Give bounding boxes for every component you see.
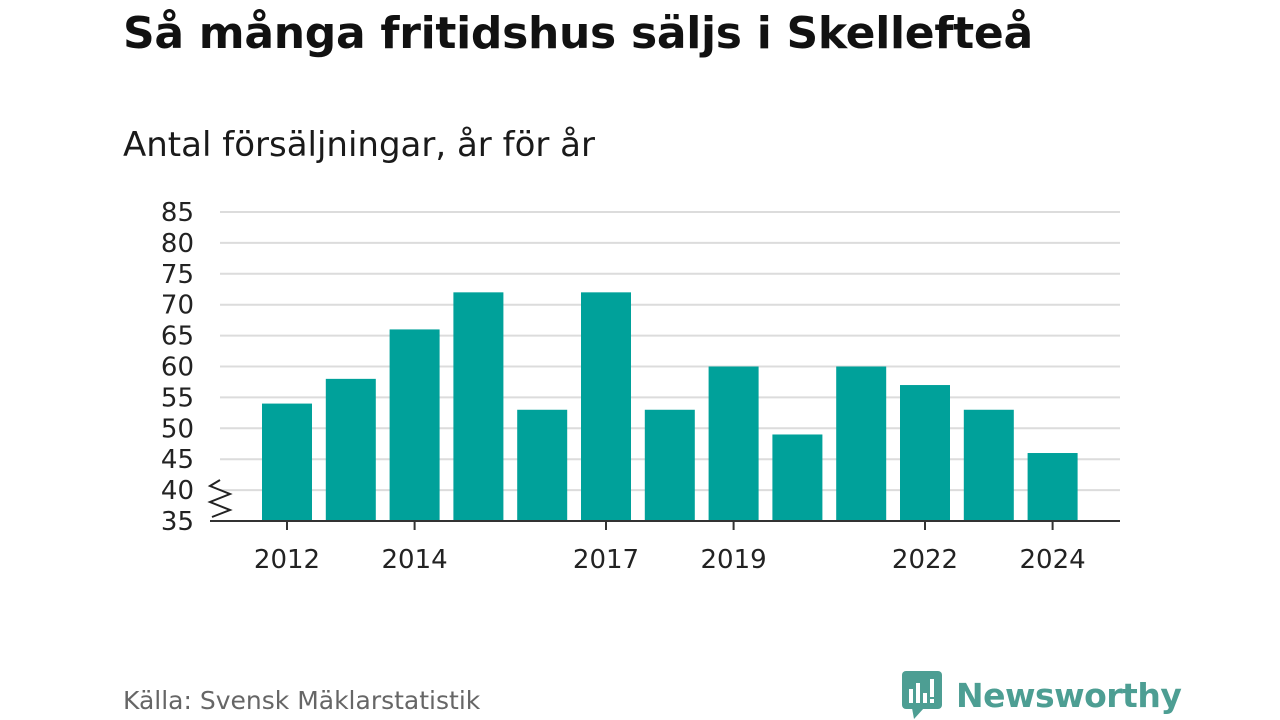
x-tick-label: 2014: [382, 545, 448, 575]
bar-2012: [262, 403, 312, 521]
bar-2014: [389, 329, 440, 521]
bars: [262, 292, 1078, 521]
bar-2015: [453, 292, 504, 521]
chart-subtitle: Antal försäljningar, år för år: [123, 125, 595, 165]
x-tick-label: 2022: [892, 545, 958, 575]
x-tick-label: 2012: [254, 545, 320, 575]
y-tick-label: 65: [161, 322, 194, 352]
y-tick-label: 40: [161, 476, 194, 506]
y-tick-label: 75: [161, 260, 194, 290]
y-tick-label: 35: [161, 507, 194, 537]
bar-2023: [963, 409, 1014, 521]
brand-name: Newsworthy: [956, 675, 1182, 715]
bar-2018: [644, 409, 695, 521]
source-note: Källa: Svensk Mäklarstatistik: [123, 686, 481, 715]
x-tick-label: 2019: [701, 545, 767, 575]
y-tick-label: 50: [161, 414, 194, 444]
x-axis: 2012 2014 2017 2019 2022 2024: [210, 520, 1120, 575]
y-tick-label: 70: [161, 291, 194, 321]
y-tick-label: 45: [161, 445, 194, 475]
x-tick-label: 2024: [1020, 545, 1086, 575]
bar-2021: [836, 366, 887, 521]
newsworthy-logo: Newsworthy: [902, 671, 1182, 719]
bar-2019: [708, 366, 759, 521]
newsworthy-logo-icon: [902, 671, 942, 719]
chart-title: Så många fritidshus säljs i Skellefteå: [123, 8, 1033, 59]
bar-2013: [325, 378, 376, 521]
y-tick-label: 85: [161, 198, 194, 228]
bar-2016: [517, 409, 568, 521]
bar-2020: [772, 434, 823, 521]
y-tick-label: 55: [161, 383, 194, 413]
y-tick-label: 60: [161, 353, 194, 383]
x-tick-label: 2017: [573, 545, 639, 575]
bar-2024: [1027, 453, 1078, 521]
bar-2017: [581, 292, 631, 521]
bar-2022: [900, 385, 950, 521]
y-tick-label: 80: [161, 229, 194, 259]
axis-break-icon: [207, 479, 233, 518]
